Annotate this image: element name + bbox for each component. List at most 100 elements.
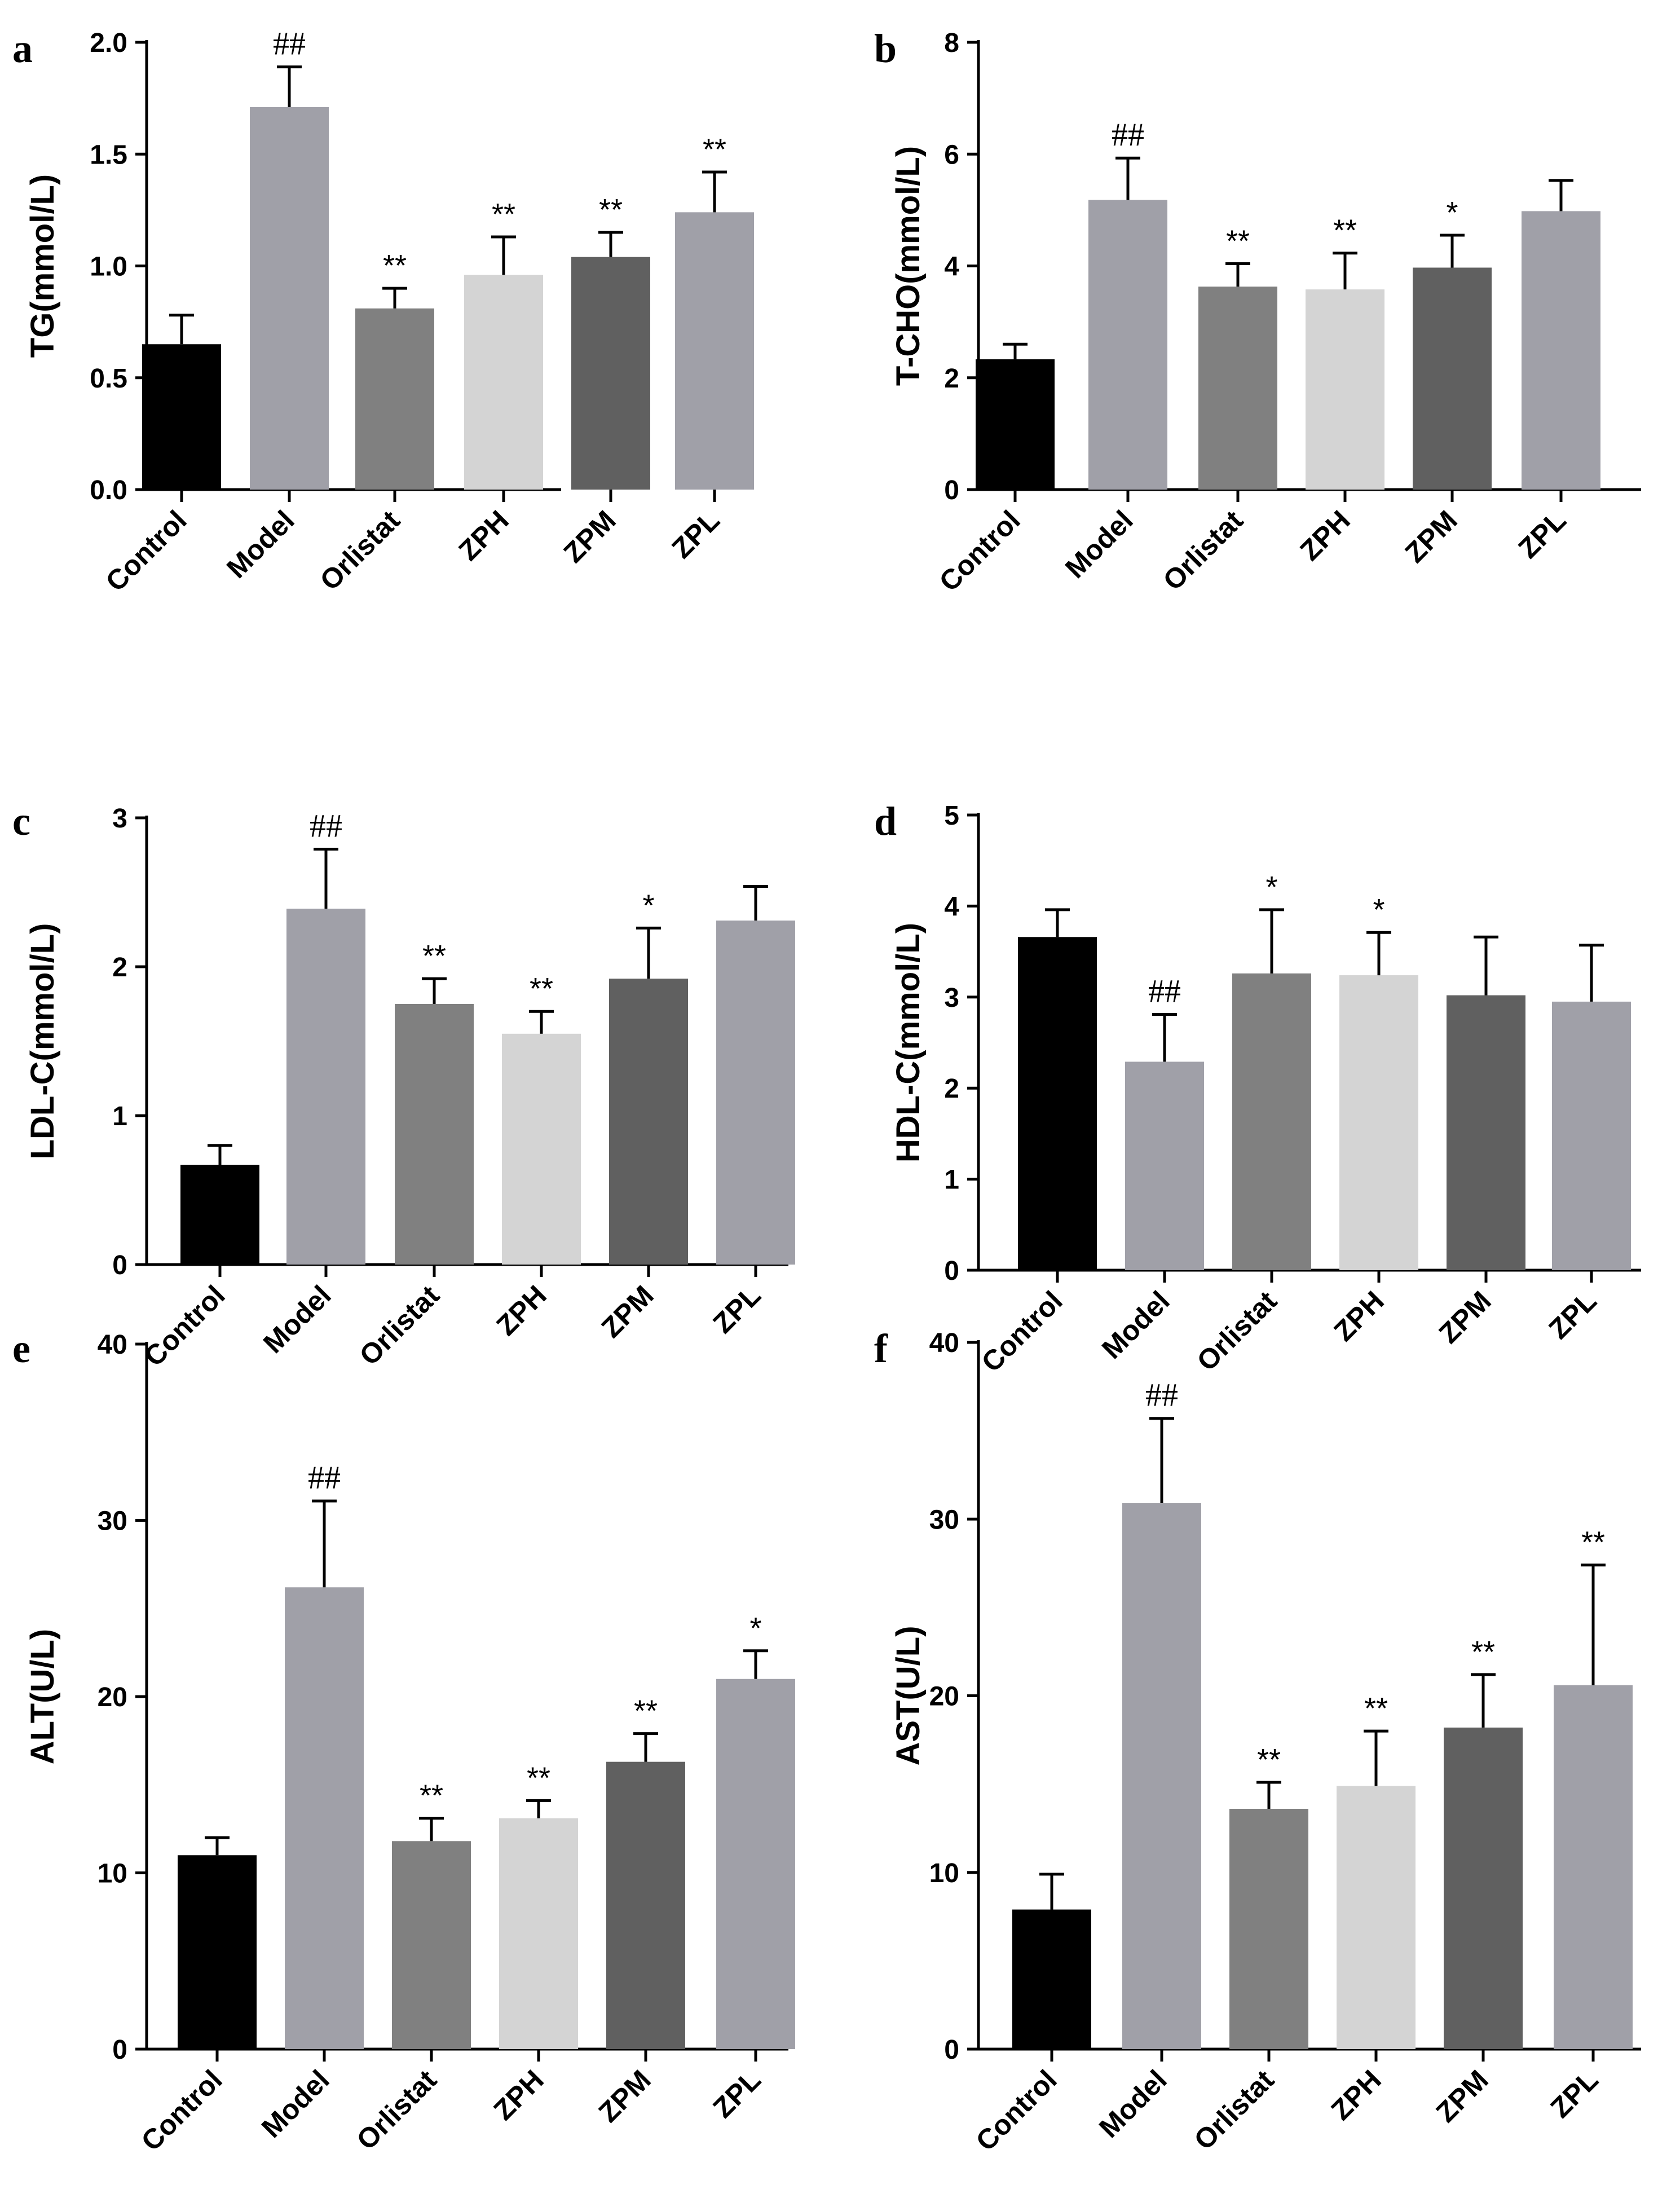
bar-f-zph [1337, 1786, 1416, 2049]
bar-f-zpm [1444, 1727, 1523, 2049]
y-tick-label-e-1: 10 [98, 1859, 127, 1889]
y-axis-label-f: AST(U/L) [890, 1626, 927, 1765]
y-tick-label-e-3: 30 [98, 1507, 127, 1536]
x-tick-label-d-control: Control [976, 1285, 1069, 1378]
significance-b-zpm: * [1446, 196, 1458, 230]
panel-a: a TG(mmol/L) 0.0 0.5 1.0 1.5 2.0 Control ## Model… [12, 25, 754, 597]
x-tick-label-b-zph: ZPH [1294, 504, 1356, 566]
panel-letter-d: d [874, 799, 897, 844]
x-tick-label-d-zph: ZPH [1328, 1285, 1390, 1347]
significance-f-model: ## [1145, 1377, 1178, 1413]
y-tick-label-c-1: 1 [112, 1102, 127, 1131]
y-axis-label-d: HDL-C(mmol/L) [890, 923, 927, 1162]
y-tick-label-a-3: 1.5 [90, 140, 127, 170]
bar-e-zpm [606, 1761, 685, 2049]
y-tick-label-d-2: 2 [944, 1074, 959, 1104]
x-tick-label-d-model: Model [1096, 1285, 1176, 1365]
significance-c-model: ## [310, 807, 342, 844]
y-tick-label-b-0: 0 [944, 475, 959, 505]
panel-b: b T-CHO(mmol/L) 0 2 4 6 8 Control ## Model ** Orlis… [874, 26, 1641, 597]
x-tick-label-e-orlistat: Orlistat [350, 2064, 443, 2156]
y-tick-label-b-4: 8 [944, 28, 959, 58]
x-tick-label-c-zpl: ZPL [707, 1279, 766, 1339]
bar-f-orlistat [1229, 1808, 1308, 2049]
bar-c-model [286, 909, 365, 1265]
y-tick-label-d-3: 3 [944, 983, 959, 1013]
x-tick-label-b-zpl: ZPL [1512, 504, 1572, 564]
bar-e-orlistat [392, 1841, 471, 2049]
y-tick-label-f-3: 30 [929, 1505, 959, 1535]
x-tick-label-e-zpm: ZPM [593, 2064, 657, 2128]
bar-c-control [180, 1165, 259, 1265]
x-tick-label-a-zph: ZPH [452, 504, 514, 566]
y-axis-label-c: LDL-C(mmol/L) [24, 923, 61, 1160]
x-tick-label-e-model: Model [255, 2064, 336, 2144]
bar-c-zpl [716, 920, 795, 1265]
panel-letter-c: c [12, 799, 30, 844]
x-tick-label-d-zpl: ZPL [1542, 1285, 1602, 1345]
significance-b-model: ## [1112, 116, 1144, 153]
y-tick-label-f-4: 40 [929, 1328, 959, 1358]
bar-d-zph [1339, 975, 1418, 1270]
y-tick-label-d-0: 0 [944, 1256, 959, 1286]
y-axis-label-e: ALT(U/L) [24, 1629, 61, 1765]
significance-a-zpm: ** [599, 193, 623, 227]
panel-letter-e: e [12, 1326, 30, 1371]
x-tick-label-e-control: Control [135, 2064, 228, 2157]
significance-c-zph: ** [530, 972, 553, 1006]
significance-e-zpl: * [749, 1611, 761, 1645]
y-axis-label-a: TG(mmol/L) [24, 174, 61, 358]
x-tick-label-e-zpl: ZPL [707, 2064, 766, 2124]
bar-a-zpl [675, 212, 754, 490]
y-tick-label-a-4: 2.0 [90, 28, 127, 58]
y-tick-label-a-1: 0.5 [90, 364, 127, 394]
panel-d: d HDL-C(mmol/L) 0 1 2 3 4 5 Control ## Model * Orlis… [874, 799, 1641, 1378]
x-tick-label-a-zpm: ZPM [558, 504, 622, 569]
significance-c-orlistat: ** [422, 939, 446, 973]
significance-d-zph: * [1373, 893, 1384, 927]
x-tick-label-d-zpm: ZPM [1433, 1285, 1497, 1349]
y-tick-label-e-2: 20 [98, 1683, 127, 1712]
bar-b-model [1088, 200, 1167, 490]
significance-b-orlistat: ** [1226, 224, 1250, 258]
significance-e-orlistat: ** [420, 1779, 443, 1813]
y-axis-label-b: T-CHO(mmol/L) [890, 146, 927, 386]
significance-b-zph: ** [1333, 214, 1357, 248]
y-tick-label-f-0: 0 [944, 2035, 959, 2065]
bar-e-control [178, 1855, 257, 2049]
x-tick-label-f-orlistat: Orlistat [1188, 2064, 1280, 2156]
significance-a-zph: ** [492, 197, 515, 231]
significance-e-zpm: ** [634, 1694, 658, 1728]
significance-e-model: ## [308, 1459, 341, 1496]
bar-e-model [285, 1587, 364, 2049]
x-tick-label-a-model: Model [221, 504, 301, 584]
x-tick-label-f-model: Model [1093, 2064, 1173, 2144]
bar-d-zpl [1552, 1001, 1631, 1270]
significance-a-zpl: ** [703, 133, 726, 166]
panel-c: c LDL-C(mmol/L) 0 1 2 3 Control ## Model ** Orlist… [12, 799, 795, 1372]
x-tick-label-b-orlistat: Orlistat [1157, 504, 1249, 597]
bar-f-control [1012, 1909, 1091, 2049]
y-tick-label-e-0: 0 [112, 2035, 127, 2065]
bar-b-zpm [1413, 267, 1492, 490]
bar-a-zpm [571, 257, 650, 490]
x-tick-label-a-orlistat: Orlistat [314, 504, 406, 597]
bar-c-zph [502, 1033, 581, 1265]
x-tick-label-f-control: Control [970, 2064, 1063, 2157]
bar-b-zph [1306, 289, 1384, 490]
x-tick-label-f-zpm: ZPM [1430, 2064, 1494, 2128]
y-tick-label-d-1: 1 [944, 1165, 959, 1195]
panel-letter-b: b [874, 26, 897, 71]
significance-d-orlistat: * [1265, 870, 1277, 904]
y-tick-label-d-4: 4 [944, 892, 959, 922]
bar-a-orlistat [355, 308, 434, 490]
y-tick-label-b-1: 2 [944, 364, 959, 394]
bar-b-zpl [1522, 211, 1600, 490]
x-tick-label-a-zpl: ZPL [665, 504, 725, 564]
x-tick-label-b-model: Model [1059, 504, 1139, 584]
y-tick-label-c-2: 2 [112, 953, 127, 983]
x-tick-label-b-zpm: ZPM [1399, 504, 1463, 569]
significance-a-model: ## [273, 25, 306, 62]
x-tick-label-f-zph: ZPH [1325, 2064, 1387, 2126]
